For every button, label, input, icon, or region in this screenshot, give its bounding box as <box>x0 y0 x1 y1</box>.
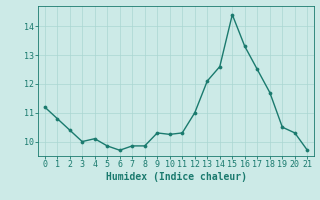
X-axis label: Humidex (Indice chaleur): Humidex (Indice chaleur) <box>106 172 246 182</box>
